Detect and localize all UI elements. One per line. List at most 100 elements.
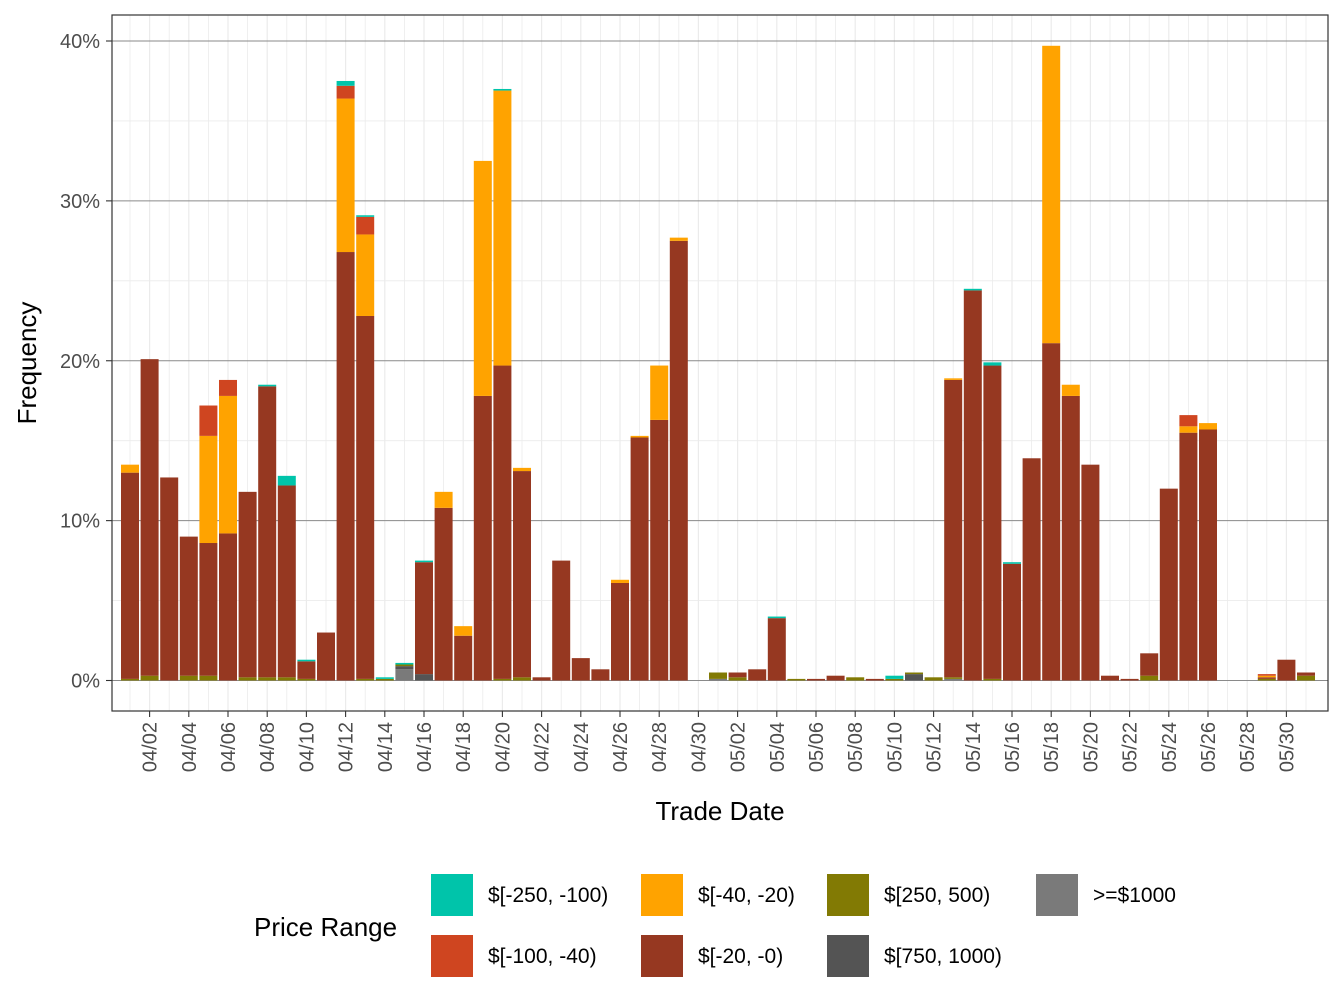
bar-segment <box>983 365 1002 679</box>
bar-segment <box>395 664 414 667</box>
bar-segment <box>415 562 433 675</box>
bar-segment <box>395 666 414 670</box>
x-tick-label: 04/14 <box>375 722 397 772</box>
bar-segment <box>983 678 1002 681</box>
x-tick-label: 05/04 <box>767 722 789 772</box>
bar-segment <box>1003 563 1021 681</box>
bar-segment <box>493 90 512 366</box>
bar-segment <box>121 464 139 473</box>
bar-segment <box>415 560 433 563</box>
bar-segment <box>356 234 375 316</box>
x-tick-label: 04/08 <box>257 722 279 772</box>
x-tick-label: 05/02 <box>728 722 750 772</box>
legend-swatch <box>827 935 869 977</box>
bar-segment <box>905 672 923 675</box>
bar-segment <box>1120 678 1139 681</box>
bar-segment <box>356 216 375 235</box>
x-tick-label: 05/24 <box>1159 722 1181 772</box>
bar-segment <box>1257 675 1276 678</box>
bar-segment <box>395 669 414 681</box>
x-tick-label: 05/12 <box>924 722 946 772</box>
bar-segment <box>669 237 688 241</box>
bar-segment <box>709 678 727 681</box>
x-tick-label: 05/14 <box>963 722 985 772</box>
y-tick-label: 0% <box>71 671 100 693</box>
bar-segment <box>434 491 453 508</box>
bar-segment <box>650 419 669 681</box>
bar-segment <box>807 678 825 681</box>
bar-segment <box>944 678 963 681</box>
bar-segment <box>1061 384 1080 396</box>
x-tick-label: 05/10 <box>884 722 906 772</box>
bar-segment <box>415 674 433 681</box>
x-tick-label: 04/22 <box>532 722 554 772</box>
bar-segment <box>669 240 688 681</box>
y-tick-label: 10% <box>60 511 100 533</box>
y-tick-label: 20% <box>60 351 100 373</box>
bar-segment <box>493 365 512 679</box>
bar-segment <box>454 635 473 681</box>
bar-segment <box>336 80 355 86</box>
bar-segment <box>513 471 531 678</box>
bar-segment <box>219 395 237 534</box>
legend-swatch <box>431 874 473 916</box>
bar-segment <box>199 675 218 681</box>
bar-segment <box>356 215 375 217</box>
bar-segment <box>1022 458 1041 681</box>
bar-segment <box>140 675 159 681</box>
bar-segment <box>1199 423 1217 430</box>
bars <box>121 45 1315 681</box>
bar-segment <box>277 677 296 681</box>
bar-segment <box>179 675 198 681</box>
x-tick-label: 04/24 <box>571 722 593 772</box>
bar-segment <box>944 378 963 380</box>
bar-segment <box>963 290 982 681</box>
bar-segment <box>748 669 767 681</box>
bar-segment <box>1140 653 1159 676</box>
bar-segment <box>924 677 943 681</box>
bar-segment <box>1179 426 1198 433</box>
bar-segment <box>885 678 904 681</box>
legend-swatch <box>1036 874 1078 916</box>
bar-segment <box>630 435 649 438</box>
x-tick-label: 04/28 <box>649 722 671 772</box>
bar-segment <box>846 677 865 681</box>
x-tick-label: 04/12 <box>336 722 358 772</box>
bar-segment <box>375 677 394 679</box>
bar-segment <box>160 477 179 681</box>
bar-segment <box>611 582 629 681</box>
bar-segment <box>1199 429 1217 681</box>
x-tick-label: 05/18 <box>1041 722 1063 772</box>
bar-segment <box>513 677 531 681</box>
bar-segment <box>1257 678 1276 681</box>
bar-segment <box>356 678 375 681</box>
bar-segment <box>238 491 257 678</box>
bar-segment <box>767 616 786 619</box>
bar-segment <box>1101 675 1119 681</box>
bar-segment <box>493 678 512 681</box>
bar-segment <box>454 626 473 636</box>
bar-segment <box>277 485 296 678</box>
bar-segment <box>297 659 316 662</box>
legend: $[-250, -100) $[-100, -40) $[-40, -20) $[-2… <box>431 874 1176 977</box>
legend-title: Price Range <box>254 912 397 942</box>
bar-segment <box>709 672 727 679</box>
legend-label: $[750, 1000) <box>884 945 1002 968</box>
bar-segment <box>179 536 198 676</box>
bar-segment <box>1003 562 1021 564</box>
x-tick-label: 04/10 <box>296 722 318 772</box>
y-tick-label: 30% <box>60 191 100 213</box>
bar-segment <box>1081 464 1100 681</box>
legend-label: $[-250, -100) <box>488 884 608 907</box>
bar-segment <box>1179 432 1198 681</box>
bar-segment <box>728 677 747 681</box>
bar-segment <box>865 678 884 681</box>
legend-label: $[250, 500) <box>884 884 990 907</box>
bar-segment <box>395 662 414 665</box>
x-axis-title: Trade Date <box>655 796 784 826</box>
legend-swatch <box>431 935 473 977</box>
bar-segment <box>905 674 923 681</box>
bar-segment <box>591 669 610 681</box>
x-tick-label: 05/06 <box>806 722 828 772</box>
